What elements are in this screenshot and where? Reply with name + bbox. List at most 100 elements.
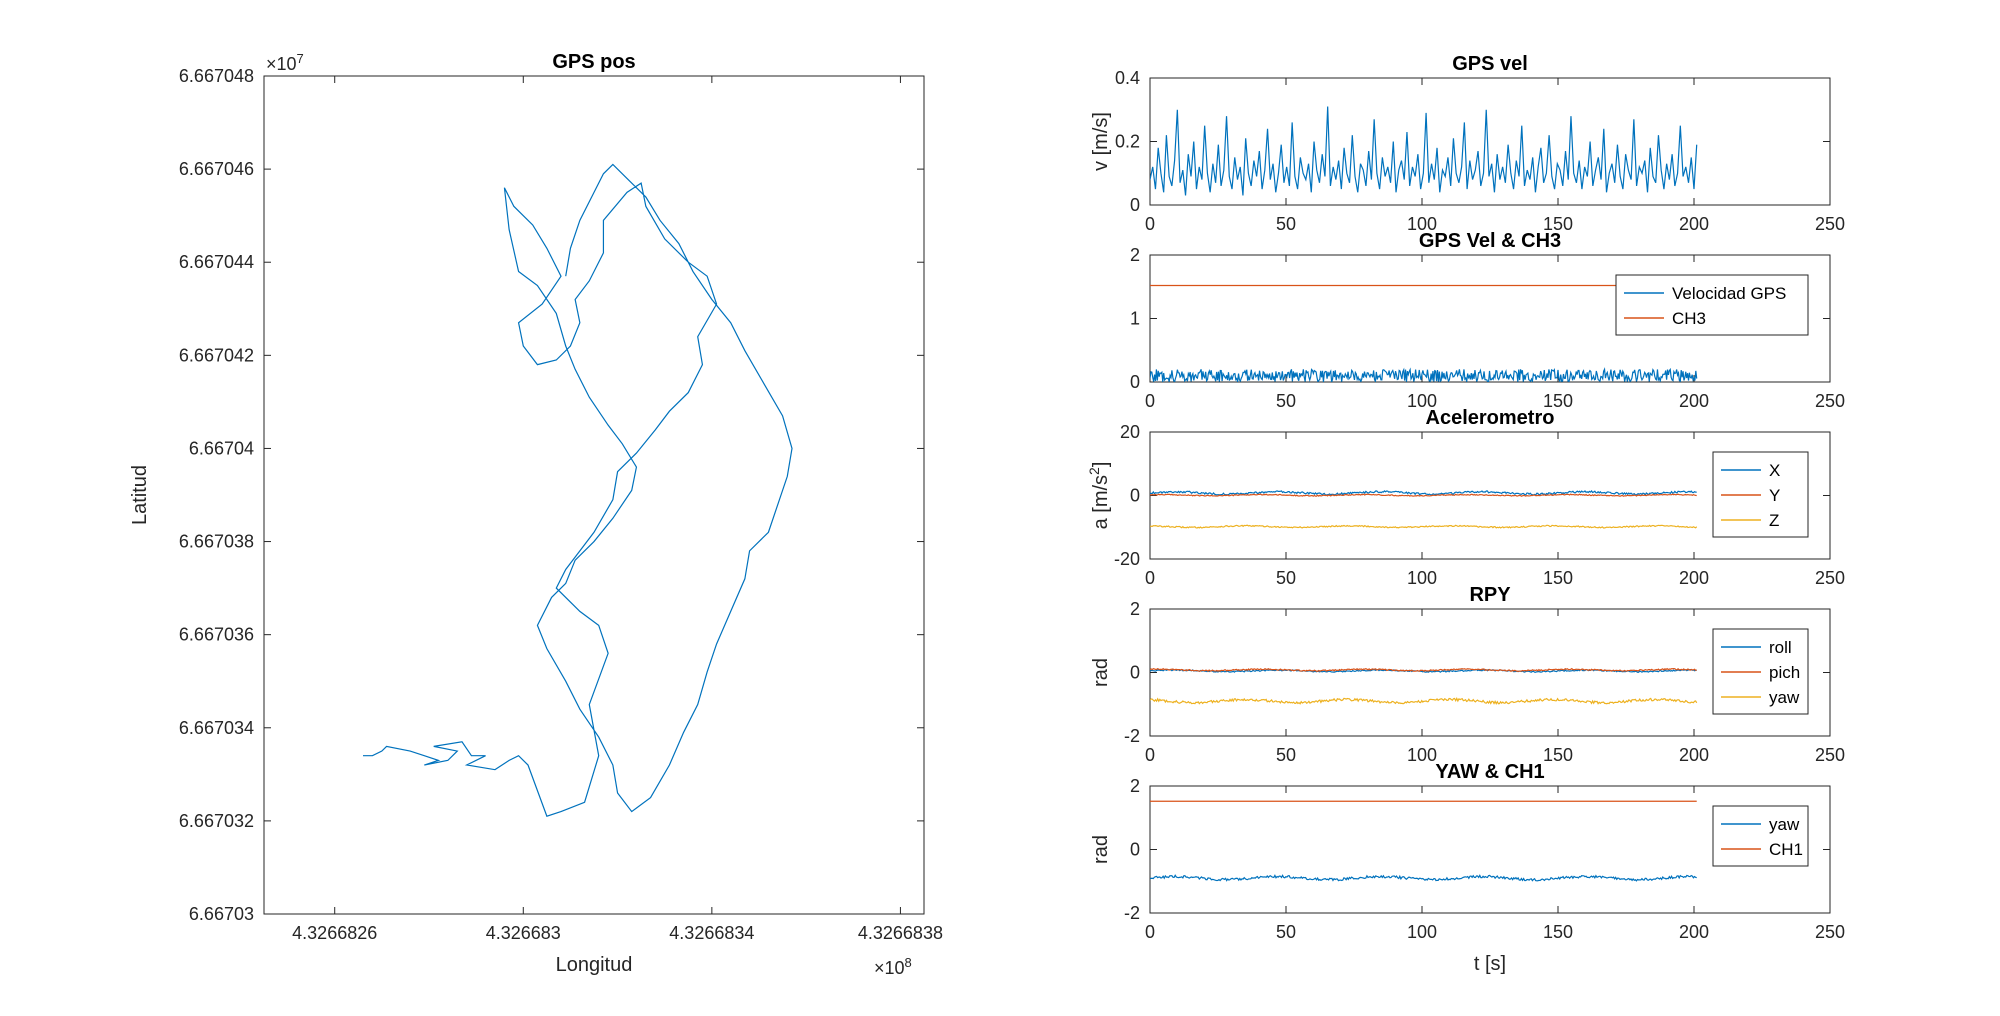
x-tick-label: 100	[1407, 922, 1437, 942]
y-tick-label: 2	[1130, 599, 1140, 619]
legend-entry: roll	[1769, 638, 1792, 657]
axes-frame	[263, 75, 925, 915]
chart-title: YAW & CH1	[1435, 761, 1544, 783]
y-axis-label: a [m/s2]	[1086, 462, 1112, 530]
legend-entry: Z	[1769, 511, 1779, 530]
x-tick-label: 200	[1679, 391, 1709, 411]
x-tick-label: 200	[1679, 745, 1709, 765]
x-tick-label: 0	[1145, 568, 1155, 588]
y-tick-label: 2	[1130, 776, 1140, 796]
x-tick-label: 100	[1407, 391, 1437, 411]
y-tick-label: -20	[1114, 549, 1140, 569]
series-line-y	[1150, 493, 1697, 497]
series-line-trace	[1150, 106, 1698, 196]
chart-title: GPS pos	[552, 51, 635, 73]
x-tick-label: 50	[1276, 568, 1296, 588]
x-tick-label: 250	[1815, 214, 1845, 234]
x-tick-label: 4.3266834	[669, 923, 754, 943]
x-tick-label: 50	[1276, 745, 1296, 765]
chart-title: GPS vel	[1452, 53, 1528, 75]
legend-entry: yaw	[1769, 688, 1800, 707]
chart-title: GPS Vel & CH3	[1419, 230, 1561, 252]
y-tick-label: 0.4	[1115, 68, 1140, 88]
legend-entry: CH3	[1672, 309, 1706, 328]
legend-entry: Y	[1769, 486, 1780, 505]
y-axis-label: v [m/s]	[1090, 112, 1112, 171]
legend-entry: X	[1769, 461, 1780, 480]
x-tick-label: 150	[1543, 922, 1573, 942]
y-tick-label: 0	[1130, 486, 1140, 506]
x-axis-label: Longitud	[556, 954, 633, 976]
x-tick-label: 0	[1145, 391, 1155, 411]
y-tick-label: 6.667032	[179, 811, 254, 831]
x-tick-label: 100	[1407, 745, 1437, 765]
y-axis-label: rad	[1090, 658, 1112, 687]
y-tick-label: 0.2	[1115, 132, 1140, 152]
x-tick-label: 150	[1543, 214, 1573, 234]
y-tick-label: 6.66703	[189, 904, 254, 924]
x-tick-label: 200	[1679, 214, 1709, 234]
legend: roll pich yaw	[1712, 628, 1809, 715]
y-tick-label: 0	[1130, 840, 1140, 860]
y-tick-label: 6.667046	[179, 159, 254, 179]
chart-gps_pos: 4.3266826 4.326683 4.3266834 4.3266838 6.667…	[129, 51, 943, 979]
y-tick-label: 0	[1130, 372, 1140, 392]
legend: yaw CH1	[1712, 805, 1809, 867]
y-tick-label: -2	[1124, 726, 1140, 746]
series-line-trace	[363, 163, 793, 817]
y-tick-label: 6.667048	[179, 66, 254, 86]
series-line-yaw	[1150, 874, 1697, 882]
x-tick-label: 4.3266826	[292, 923, 377, 943]
legend-box	[1615, 274, 1809, 336]
y-tick-label: 6.667042	[179, 345, 254, 365]
legend-entry: pich	[1769, 663, 1800, 682]
x-tick-label: 100	[1407, 568, 1437, 588]
x-tick-label: 250	[1815, 745, 1845, 765]
y-axis-label: Latitud	[129, 465, 151, 525]
x-tick-label: 250	[1815, 922, 1845, 942]
x-tick-label: 50	[1276, 922, 1296, 942]
series-line-velocidad-gps	[1150, 367, 1698, 382]
y-tick-label: 0	[1130, 663, 1140, 683]
x-tick-label: 50	[1276, 391, 1296, 411]
y-tick-label: 6.667034	[179, 718, 254, 738]
x-tick-label: 250	[1815, 391, 1845, 411]
x-tick-label: 150	[1543, 745, 1573, 765]
x-tick-label: 250	[1815, 568, 1845, 588]
x-tick-label: 50	[1276, 214, 1296, 234]
y-tick-label: -2	[1124, 903, 1140, 923]
series-line-yaw	[1150, 697, 1698, 705]
y-exponent-label: ×107	[266, 51, 304, 75]
x-tick-label: 0	[1145, 214, 1155, 234]
chart-title: RPY	[1469, 584, 1511, 606]
legend: Velocidad GPS CH3	[1615, 274, 1809, 336]
y-tick-label: 6.667044	[179, 252, 254, 272]
y-tick-label: 1	[1130, 309, 1140, 329]
y-tick-label: 2	[1130, 245, 1140, 265]
legend-box	[1712, 805, 1809, 867]
y-tick-label: 6.667038	[179, 532, 254, 552]
x-tick-label: 4.326683	[486, 923, 561, 943]
legend-entry: CH1	[1769, 840, 1803, 859]
y-tick-label: 6.667036	[179, 625, 254, 645]
chart-title: Acelerometro	[1426, 407, 1555, 429]
x-tick-label: 0	[1145, 745, 1155, 765]
chart-gps_vel: 0 50 100 150 200 250 0 0.2 0.4 GPS vel v [m/s]	[1090, 53, 1845, 234]
legend-entry: Velocidad GPS	[1672, 284, 1786, 303]
y-tick-label: 0	[1130, 195, 1140, 215]
x-tick-label: 200	[1679, 568, 1709, 588]
y-tick-label: 20	[1120, 422, 1140, 442]
x-tick-label: 200	[1679, 922, 1709, 942]
x-tick-label: 100	[1407, 214, 1437, 234]
axes-frame	[1149, 77, 1831, 206]
legend: XYZ	[1712, 451, 1809, 538]
series-line-z	[1150, 524, 1698, 529]
x-tick-label: 150	[1543, 568, 1573, 588]
x-tick-label: 150	[1543, 391, 1573, 411]
x-axis-label: t [s]	[1474, 953, 1506, 975]
chart-gps_vel_ch3: 0 50 100 150 200 250 0 1 2 GPS Vel & CH3 Velocidad…	[1130, 230, 1845, 411]
